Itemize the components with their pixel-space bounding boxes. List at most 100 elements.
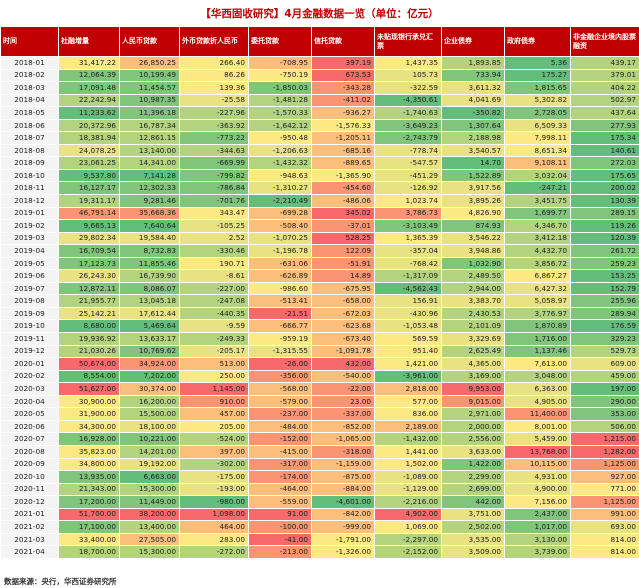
- table-row: 2019-12 21,030.26 10,769.62 -205.17 -1,315.5…: [0, 345, 639, 358]
- row-value-cell: 1,023.74: [374, 194, 442, 208]
- row-value-cell: 771.00: [570, 483, 639, 496]
- row-date-cell: 2019-06: [0, 269, 59, 283]
- row-value-cell: -249.33: [179, 332, 249, 346]
- row-value-cell: -666.77: [248, 319, 312, 333]
- row-value-cell: 345.02: [311, 207, 375, 220]
- row-value-cell: -1,065.00: [311, 432, 375, 446]
- row-value-cell: -889.65: [311, 156, 375, 170]
- row-value-cell: 11,454.57: [119, 81, 180, 95]
- row-value-cell: -708.95: [248, 56, 312, 70]
- row-value-cell: 29,802.34: [58, 232, 120, 245]
- header-corporate-bonds: 企业债券: [441, 26, 505, 57]
- table-row: 2019-03 29,802.34 19,584.40 2.52 -1,070.25 52…: [0, 232, 639, 245]
- row-value-cell: 50,674.00: [58, 357, 120, 371]
- row-value-cell: -2,297.00: [374, 533, 442, 546]
- row-date-cell: 2020-04: [0, 395, 59, 408]
- row-value-cell: -415.00: [248, 445, 312, 458]
- table-row: 2020-02 8,554.00 7,202.00 250.00 -356.00 -540…: [0, 370, 639, 383]
- row-value-cell: 261.72: [570, 244, 639, 258]
- row-value-cell: 1,125.00: [570, 458, 639, 471]
- header-equity-financing: 非金融企业境内股票融资: [570, 26, 639, 57]
- row-date-cell: 2021-01: [0, 508, 59, 521]
- row-value-cell: 693.00: [570, 520, 639, 534]
- row-value-cell: 17,100.00: [58, 520, 120, 534]
- row-value-cell: 120.39: [570, 232, 639, 245]
- row-value-cell: 2,430.53: [441, 307, 505, 320]
- row-value-cell: -786.84: [179, 181, 249, 195]
- table-row: 2020-06 34,300.00 18,100.00 205.00 -484.00 -8…: [0, 420, 639, 433]
- row-value-cell: 3,611.32: [441, 81, 505, 95]
- row-value-cell: -701.76: [179, 194, 249, 208]
- row-value-cell: 7,141.28: [119, 169, 180, 182]
- row-value-cell: -1,053.48: [374, 319, 442, 333]
- row-value-cell: -1,091.78: [311, 345, 375, 358]
- row-value-cell: 513.00: [179, 357, 249, 371]
- row-value-cell: 9,665.13: [58, 219, 120, 233]
- row-value-cell: 506.00: [570, 420, 639, 433]
- row-value-cell: 464.00: [179, 520, 249, 534]
- row-value-cell: 153.25: [570, 269, 639, 283]
- row-value-cell: -3,103.49: [374, 219, 442, 233]
- row-value-cell: -213.00: [248, 545, 312, 559]
- row-value-cell: 3,535.00: [441, 533, 505, 546]
- row-value-cell: -999.00: [311, 520, 375, 534]
- row-date-cell: 2019-11: [0, 332, 59, 346]
- row-value-cell: 23,061.25: [58, 156, 120, 170]
- row-value-cell: 10,221.00: [119, 432, 180, 446]
- row-value-cell: -41.00: [248, 533, 312, 546]
- row-value-cell: 15,500.00: [119, 407, 180, 421]
- row-value-cell: 459.00: [570, 370, 639, 383]
- row-value-cell: -1,310.27: [248, 181, 312, 195]
- row-value-cell: 175.34: [570, 131, 639, 145]
- row-value-cell: 2,502.00: [441, 520, 505, 534]
- row-value-cell: 35,668.36: [119, 207, 180, 220]
- table-row: 2019-10 8,680.00 5,469.64 -9.59 -666.77 -623.…: [0, 319, 639, 333]
- row-value-cell: 7,640.64: [119, 219, 180, 233]
- row-value-cell: -247.08: [179, 294, 249, 308]
- row-value-cell: 4,365.00: [441, 357, 505, 371]
- row-value-cell: -1,432.00: [374, 432, 442, 446]
- row-value-cell: -675.95: [311, 282, 375, 295]
- row-value-cell: -174.00: [248, 470, 312, 484]
- row-value-cell: -4,350.61: [374, 94, 442, 107]
- row-value-cell: -1,740.63: [374, 106, 442, 120]
- row-value-cell: 8,732.83: [119, 244, 180, 258]
- row-value-cell: -513.41: [248, 294, 312, 308]
- row-value-cell: 9,281.46: [119, 194, 180, 208]
- row-value-cell: -1,576.33: [311, 119, 375, 132]
- row-value-cell: 34,924.00: [119, 357, 180, 371]
- table-row: 2019-04 16,709.54 8,732.83 -330.46 -1,196.78…: [0, 244, 639, 258]
- row-value-cell: -1,196.78: [248, 244, 312, 258]
- row-date-cell: 2019-10: [0, 319, 59, 333]
- row-value-cell: 432.00: [311, 357, 375, 371]
- row-value-cell: 569.59: [374, 332, 442, 346]
- table-row: 2019-11 19,936.92 13,633.17 -249.33 -959.19-…: [0, 332, 639, 346]
- row-value-cell: -699.28: [248, 207, 312, 220]
- row-value-cell: 11,855.46: [119, 257, 180, 270]
- row-value-cell: 14,341.00: [119, 156, 180, 170]
- row-date-cell: 2020-03: [0, 382, 59, 396]
- row-value-cell: 4,905.00: [504, 395, 571, 408]
- row-value-cell: -685.16: [311, 144, 375, 157]
- table-row: 2021-02 17,100.00 13,400.00 464.00 -100.00 -9…: [0, 520, 639, 534]
- row-value-cell: 176.59: [570, 319, 639, 333]
- row-value-cell: 1,815.65: [504, 81, 571, 95]
- row-value-cell: -126.92: [374, 181, 442, 195]
- row-value-cell: 457.00: [179, 407, 249, 421]
- row-value-cell: -959.19: [248, 332, 312, 346]
- row-value-cell: 21,955.77: [58, 294, 120, 308]
- row-value-cell: 11,396.18: [119, 106, 180, 120]
- row-value-cell: 1,017.00: [504, 520, 571, 534]
- row-value-cell: 404.22: [570, 81, 639, 95]
- row-value-cell: 20,372.96: [58, 119, 120, 132]
- row-value-cell: -3,961.00: [374, 370, 442, 383]
- row-value-cell: 8,651.34: [504, 144, 571, 157]
- row-value-cell: -568.00: [248, 382, 312, 396]
- row-value-cell: 329.23: [570, 332, 639, 346]
- row-value-cell: 3,540.57: [441, 144, 505, 157]
- row-value-cell: 12,861.15: [119, 131, 180, 145]
- row-value-cell: 1,282.00: [570, 445, 639, 458]
- row-value-cell: 1,032.90: [441, 257, 505, 270]
- row-value-cell: 105.73: [374, 69, 442, 82]
- row-value-cell: -579.00: [248, 395, 312, 408]
